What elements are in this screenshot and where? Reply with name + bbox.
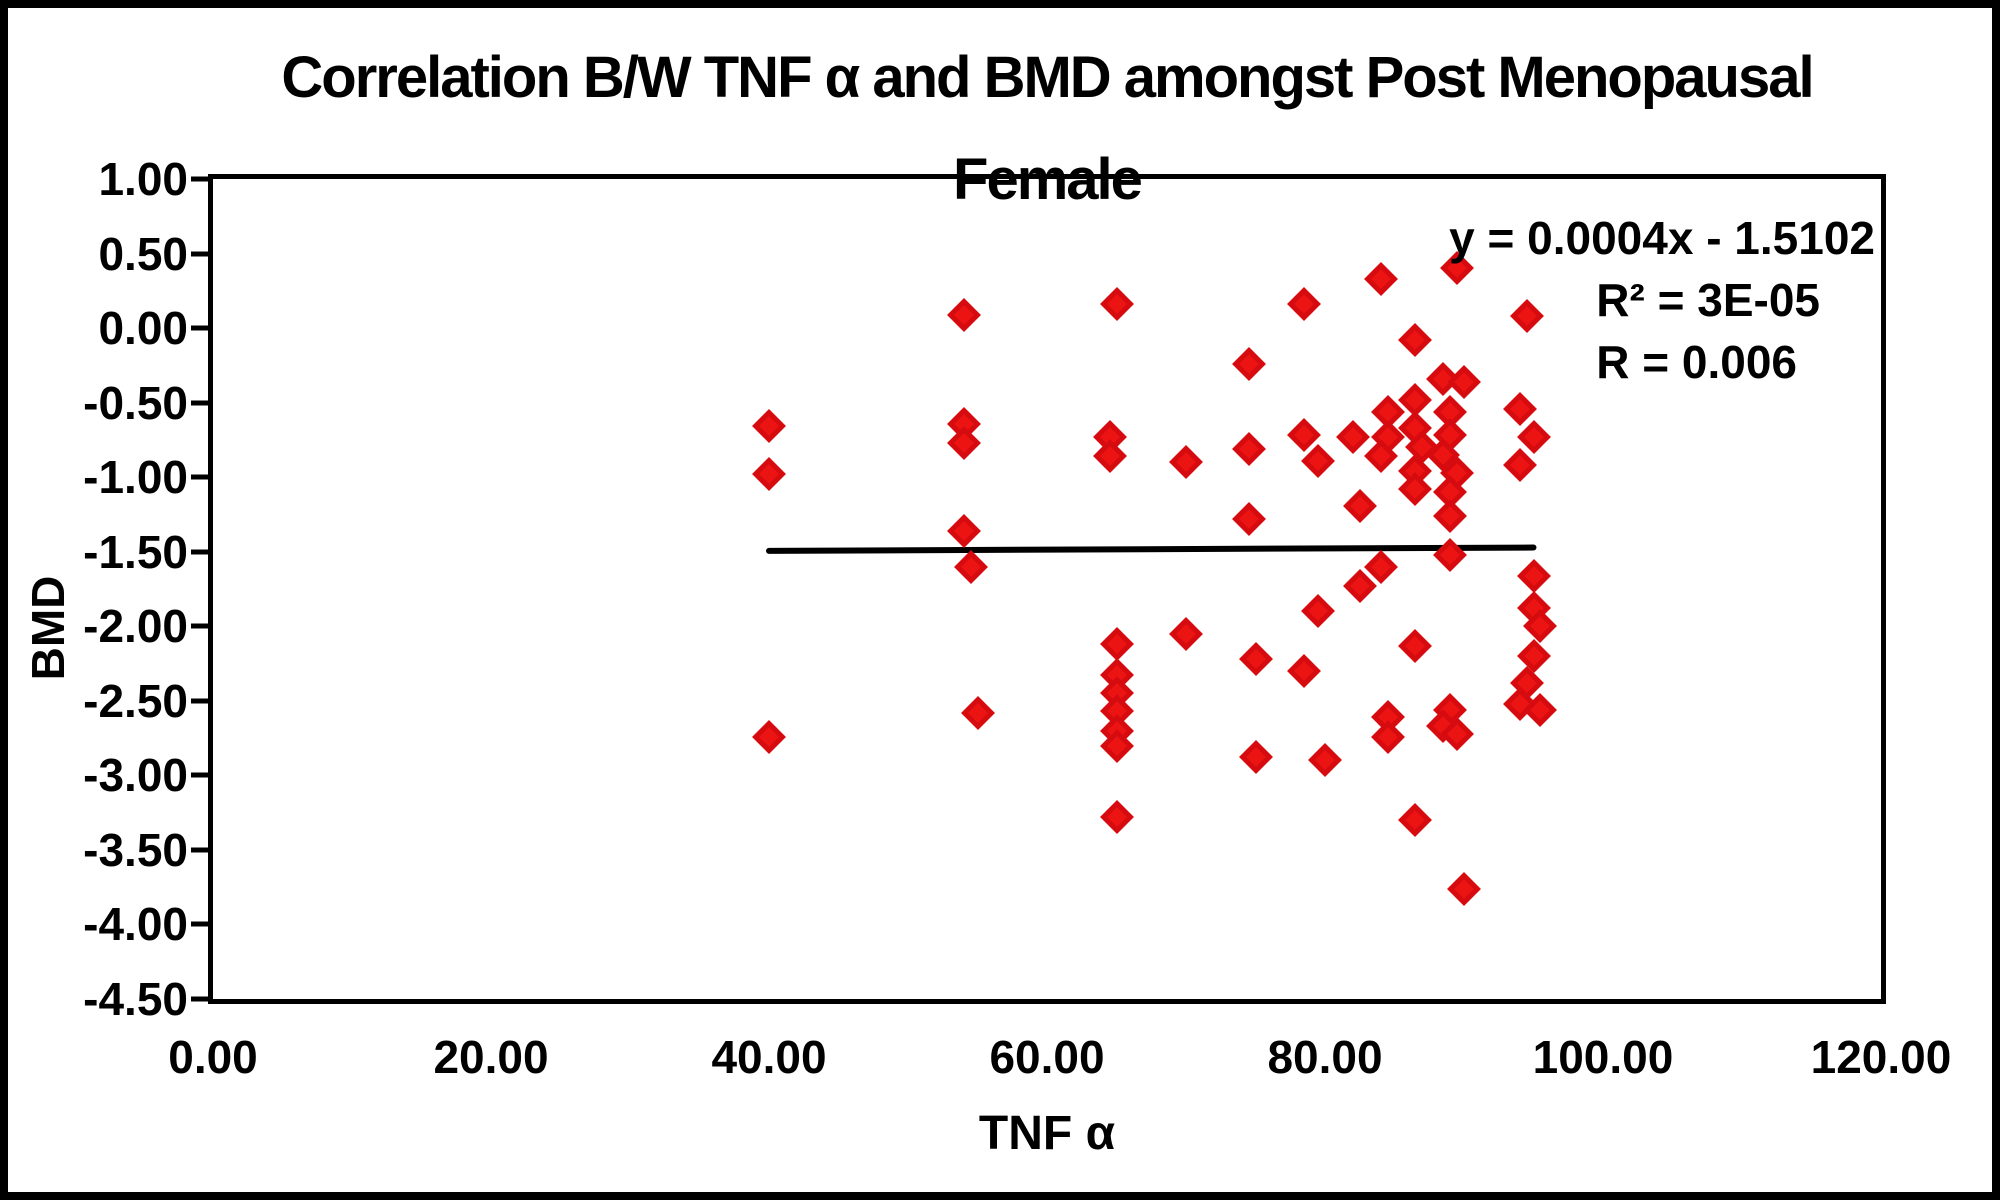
y-tick-mark — [191, 549, 208, 555]
y-tick-mark — [191, 921, 208, 927]
x-tick-label: 80.00 — [1267, 1031, 1383, 1083]
x-tick-label: 20.00 — [433, 1031, 549, 1083]
y-tick-label: -1.50 — [83, 525, 188, 578]
y-tick-mark — [191, 176, 208, 182]
r-text: R = 0.006 — [1596, 336, 1797, 388]
y-tick-mark — [191, 698, 208, 704]
equation-annotation: y = 0.0004x - 1.5102 R² = 3E-05 R = 0.00… — [1449, 207, 1875, 393]
y-tick-label: -1.00 — [83, 451, 188, 504]
y-tick-label: -4.00 — [83, 898, 188, 951]
y-tick-mark — [191, 772, 208, 778]
y-tick-label: -4.50 — [83, 973, 188, 1025]
x-tick-label: 40.00 — [711, 1031, 827, 1083]
y-tick-mark — [191, 847, 208, 853]
x-tick-label: 60.00 — [989, 1031, 1105, 1083]
y-tick-label: 0.00 — [98, 302, 188, 355]
y-tick-mark — [191, 474, 208, 480]
chart-title-line2: Female — [953, 147, 1143, 212]
y-tick-label: 1.00 — [98, 153, 188, 205]
chart-title-line1: Correlation B/W TNF α and BMD amongst Po… — [281, 45, 1814, 110]
y-tick-label: -0.50 — [83, 376, 188, 429]
y-tick-label: -3.50 — [83, 823, 188, 876]
y-tick-label: -2.50 — [83, 674, 188, 727]
x-tick-label: 120.00 — [1810, 1031, 1952, 1083]
y-tick-mark — [191, 623, 208, 629]
x-axis-title: TNF α — [978, 1107, 1116, 1160]
y-tick-mark — [191, 400, 208, 406]
x-tick-label: 100.00 — [1532, 1031, 1674, 1083]
r-squared-text: R² = 3E-05 — [1596, 274, 1820, 326]
y-tick-label: -2.00 — [83, 600, 188, 653]
x-tick-label: 0.00 — [168, 1031, 258, 1083]
y-tick-mark — [191, 325, 208, 331]
y-tick-mark — [191, 996, 208, 1002]
equation-text: y = 0.0004x - 1.5102 — [1449, 212, 1875, 264]
trendline — [766, 544, 1537, 554]
y-tick-label: -3.00 — [83, 749, 188, 802]
plot-area: y = 0.0004x - 1.5102 R² = 3E-05 R = 0.00… — [208, 174, 1886, 1004]
y-tick-label: 0.50 — [98, 227, 188, 280]
y-tick-mark — [191, 251, 208, 257]
